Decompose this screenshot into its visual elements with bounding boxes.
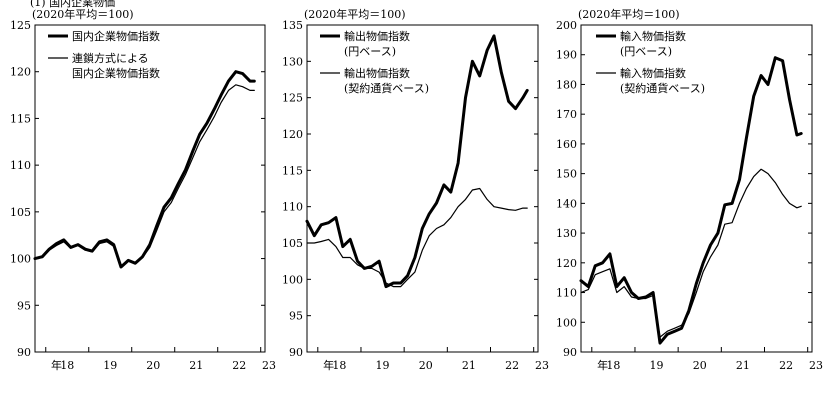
page-fragment-text: (1) 国内企業物価 [30,0,116,9]
y-tick-label: 110 [556,287,577,300]
x-tick-label: 22 [232,359,246,372]
series-line-2 [34,84,255,267]
x-tick-label: 21 [189,359,203,372]
x-tick-label: 20 [419,359,433,372]
legend-label: (契約通貨ベース) [620,81,705,95]
y-tick-label: 200 [556,19,577,32]
series-line-2 [580,168,802,338]
x-tick-label: 23 [535,359,549,372]
plot-frame [580,24,813,353]
y-tick-label: 170 [556,108,577,121]
x-tick-label: 18 [60,359,74,372]
y-tick-label: 95 [289,310,303,323]
x-tick-label: 23 [262,359,276,372]
unit-note: (2020年平均＝100) [304,7,406,21]
y-tick-label: 130 [282,55,303,68]
x-tick-label: 22 [505,359,519,372]
chart-panel-export: (2020年平均＝100) 90 95 100 105 110 115 120 125 130 13… [282,7,549,372]
y-tick-label: 105 [282,237,303,250]
y-tick-label: 150 [556,168,577,181]
legend-label: (円ベース) [620,45,672,58]
y-tick-label: 110 [282,201,303,214]
y-tick-label: 95 [17,299,31,312]
legend-label: (円ベース) [344,45,396,58]
legend-label: 輸出物価指数 [344,66,410,80]
x-tick-label: 年 [323,358,334,372]
chart-panel-import: (2020年平均＝100) 90 100 110 120 130 140 150 160 170 1… [556,7,823,372]
y-tick-label: 160 [556,138,577,151]
y-tick-label: 100 [282,273,303,286]
y-tick-label: 90 [17,346,31,359]
y-tick-label: 140 [556,197,577,210]
unit-note: (2020年平均＝100) [578,7,680,21]
legend-label: 輸出物価指数 [344,29,410,43]
y-tick-label: 120 [10,66,31,79]
y-tick-label: 130 [556,227,577,240]
plot-frame [306,24,539,353]
y-tick-label: 100 [556,316,577,329]
unit-note: (2020年平均＝100) [32,7,134,21]
x-tick-label: 22 [779,359,793,372]
legend-label: 国内企業物価指数 [72,29,160,43]
x-tick-label: 19 [376,359,390,372]
series-line-1 [579,56,803,345]
legend-label: 国内企業物価指数 [72,66,160,80]
y-tick-label: 190 [556,49,577,62]
legend-label: 輸入物価指数 [620,66,686,80]
x-tick-label: 年 [51,358,62,372]
y-tick-label: 135 [282,19,303,32]
legend-label: (契約通貨ベース) [344,81,429,95]
x-tick-label: 年 [597,358,608,372]
x-tick-label: 19 [103,359,117,372]
x-tick-label: 21 [736,359,750,372]
y-tick-label: 105 [10,206,31,219]
y-tick-label: 110 [10,159,31,172]
series-line-1 [305,34,529,289]
chart-panel-domestic: (2020年平均＝100) 90 95 100 105 110 115 120 125 18年 19… [10,7,276,372]
series-line-1 [33,70,256,269]
y-tick-label: 125 [10,19,31,32]
y-tick-label: 115 [10,112,31,125]
y-tick-label: 120 [556,257,577,270]
plot-frame [34,24,266,353]
y-tick-label: 120 [282,128,303,141]
x-tick-label: 18 [606,359,620,372]
x-tick-label: 20 [146,359,160,372]
x-tick-label: 20 [693,359,707,372]
x-tick-label: 18 [332,359,346,372]
legend-label: 輸入物価指数 [620,29,686,43]
y-tick-label: 100 [10,253,31,266]
y-tick-label: 125 [282,92,303,105]
series-line-2 [306,187,528,288]
y-tick-label: 90 [289,346,303,359]
x-tick-label: 23 [809,359,823,372]
legend-label: 連鎖方式による [72,51,149,65]
x-tick-label: 21 [462,359,476,372]
y-tick-label: 180 [556,78,577,91]
x-tick-label: 19 [650,359,664,372]
y-tick-label: 115 [282,164,303,177]
y-tick-label: 90 [563,346,577,359]
